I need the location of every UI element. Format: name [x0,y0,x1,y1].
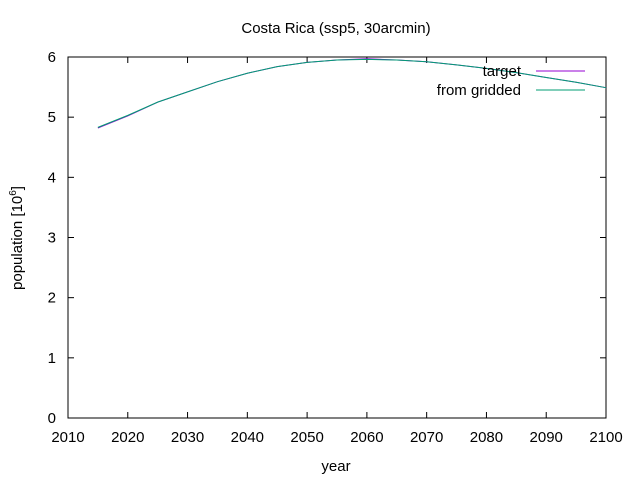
legend: target from gridded [437,63,585,99]
y-tick-label: 6 [48,49,56,66]
x-axis: 2010 2020 2030 2040 2050 2060 2070 2080 2090 2100 [51,57,623,446]
series-line-from-gridded [97,58,607,128]
x-tick-label: 2020 [111,429,144,446]
x-tick-label: 2030 [171,429,204,446]
x-tick-label: 2050 [290,429,323,446]
legend-label-target: target [483,63,522,80]
y-axis: 0 1 2 3 4 5 6 [48,49,606,427]
x-tick-label: 2100 [589,429,622,446]
y-axis-label: population [106] [8,186,26,290]
y-axis-label-exponent: 6 [8,190,19,196]
legend-label-from-gridded: from gridded [437,82,521,99]
series-layer [97,58,607,129]
plot-border [67,56,607,419]
chart-title: Costa Rica (ssp5, 30arcmin) [241,20,430,37]
plot-frame [67,56,607,419]
x-tick-label: 2060 [350,429,383,446]
y-tick-label: 1 [48,350,56,367]
series-line-target [97,58,607,129]
y-tick-label: 4 [48,169,56,186]
x-tick-label: 2070 [410,429,443,446]
y-tick-label: 5 [48,109,56,126]
y-tick-label: 3 [48,230,56,247]
y-axis-label-base: population [10 [9,196,26,290]
x-tick-label: 2010 [51,429,84,446]
x-tick-label: 2040 [231,429,264,446]
x-tick-label: 2080 [470,429,503,446]
x-axis-label: year [321,458,350,475]
x-tick-label: 2090 [530,429,563,446]
y-axis-label-tail: ] [9,186,26,190]
y-tick-label: 2 [48,290,56,307]
y-tick-label: 0 [48,410,56,427]
